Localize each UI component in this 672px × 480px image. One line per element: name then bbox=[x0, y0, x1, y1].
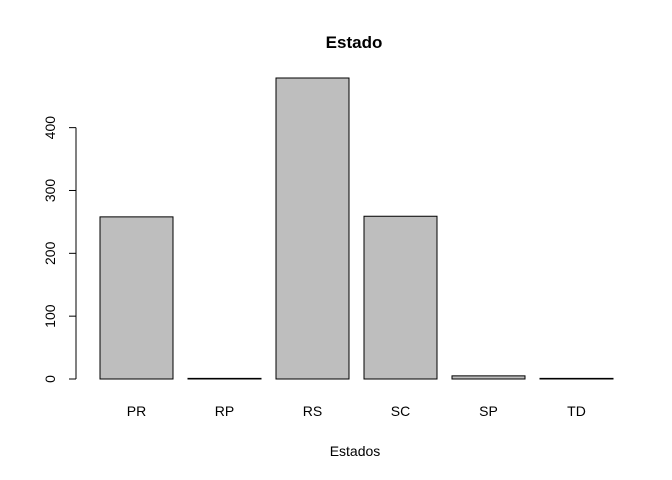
y-tick-label-200: 200 bbox=[42, 241, 58, 265]
x-axis-title: Estados bbox=[330, 443, 381, 459]
y-tick-label-0: 0 bbox=[42, 375, 58, 383]
bars-layer bbox=[99, 77, 614, 380]
bar-rp bbox=[187, 377, 262, 380]
x-tick-label-pr: PR bbox=[127, 403, 146, 419]
x-tick-label-rs: RS bbox=[303, 403, 322, 419]
x-tick-label-td: TD bbox=[567, 403, 586, 419]
x-tick-label-sp: SP bbox=[479, 403, 498, 419]
bar-sp bbox=[451, 375, 526, 380]
y-tick-label-100: 100 bbox=[42, 304, 58, 328]
x-axis-labels: PR RP RS SC SP TD bbox=[127, 403, 586, 419]
bar-pr bbox=[99, 216, 174, 380]
y-tick-label-300: 300 bbox=[42, 179, 58, 203]
y-tick-label-400: 400 bbox=[42, 116, 58, 140]
bar-sc bbox=[363, 215, 438, 380]
chart-title: Estado bbox=[326, 33, 383, 52]
y-axis: 0 100 200 300 400 bbox=[42, 116, 77, 383]
bar-rs bbox=[275, 77, 350, 380]
x-tick-label-sc: SC bbox=[391, 403, 410, 419]
x-tick-label-rp: RP bbox=[215, 403, 234, 419]
bar-td bbox=[539, 377, 614, 380]
